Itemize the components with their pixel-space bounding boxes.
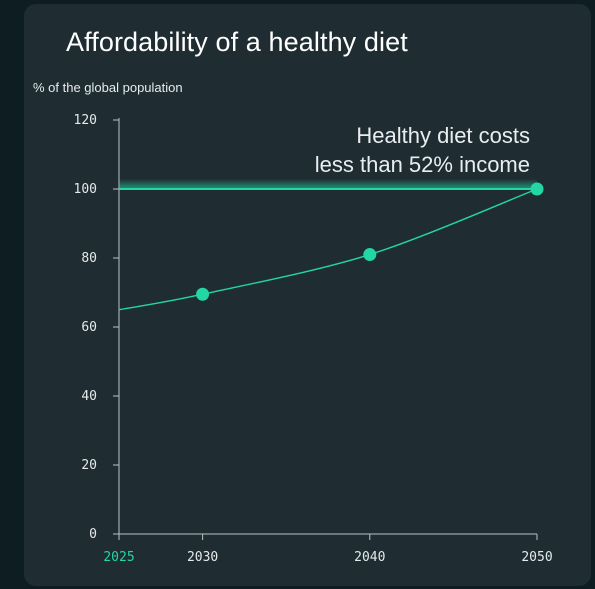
x-tick-label-2030: 2030 bbox=[187, 550, 218, 565]
reference-annotation-line-2: less than 52% income bbox=[315, 152, 530, 177]
data-point-2050 bbox=[530, 182, 544, 196]
reference-band bbox=[119, 179, 537, 189]
y-tick-label-80: 80 bbox=[81, 251, 97, 266]
y-tick-label-60: 60 bbox=[81, 320, 97, 335]
y-tick-label-20: 20 bbox=[81, 458, 97, 473]
y-tick-label-100: 100 bbox=[74, 182, 97, 197]
series-line-1 bbox=[118, 188, 538, 311]
chart-title: Affordability of a healthy diet bbox=[66, 27, 408, 57]
y-tick-label-0: 0 bbox=[89, 527, 97, 542]
data-point-2030 bbox=[196, 287, 210, 301]
x-tick-label-2025: 2025 bbox=[103, 550, 134, 565]
x-tick-label-2050: 2050 bbox=[521, 550, 552, 565]
reference-annotation-line-1: Healthy diet costs bbox=[356, 123, 530, 148]
y-axis-label: % of the global population bbox=[33, 80, 183, 95]
x-tick-label-2040: 2040 bbox=[354, 550, 385, 565]
y-tick-label-120: 120 bbox=[74, 113, 97, 128]
y-tick-label-40: 40 bbox=[81, 389, 97, 404]
data-point-2040 bbox=[363, 248, 377, 262]
